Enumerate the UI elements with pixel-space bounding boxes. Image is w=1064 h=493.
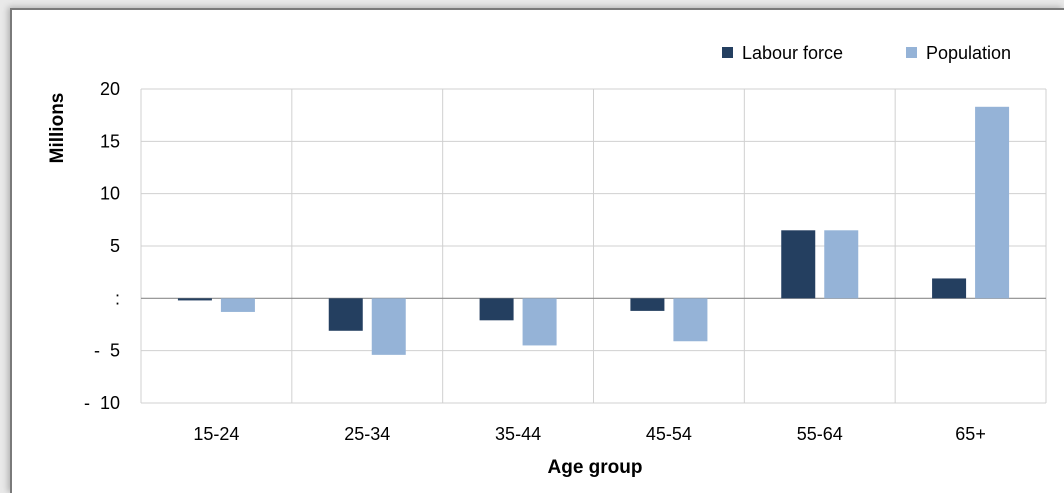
bar-labour-force: [781, 230, 816, 299]
bar-population: [220, 298, 255, 312]
bar-labour-force: [328, 298, 363, 331]
y-tick-label: - 10: [84, 393, 120, 413]
bars: [177, 106, 1010, 355]
bar-population: [673, 298, 708, 342]
y-tick-label: :: [115, 288, 120, 308]
bar-labour-force: [177, 298, 212, 301]
bar-population: [371, 298, 406, 355]
legend-swatch-labour-force: [722, 47, 733, 58]
legend: Labour force Population: [722, 43, 1011, 63]
y-tick-label: - 5: [94, 341, 120, 361]
x-tick-label: 15-24: [193, 424, 239, 444]
x-tick-label: 55-64: [797, 424, 843, 444]
x-tick-labels: 15-24 25-34 35-44 45-54 55-64 65+: [193, 424, 985, 444]
x-tick-label: 65+: [955, 424, 986, 444]
y-tick-label: 20: [100, 79, 120, 99]
bar-population: [975, 106, 1010, 299]
bar-population: [824, 230, 859, 299]
x-tick-label: 25-34: [344, 424, 390, 444]
grid: [140, 88, 1047, 404]
bar-labour-force: [630, 298, 665, 311]
x-tick-label: 45-54: [646, 424, 692, 444]
x-tick-label: 35-44: [495, 424, 541, 444]
y-tick-label: 15: [100, 131, 120, 151]
bar-labour-force: [479, 298, 514, 321]
y-tick-labels: 20 15 10 5: - 5 - 10: [84, 79, 120, 413]
legend-label-labour-force: Labour force: [742, 43, 843, 63]
legend-swatch-population: [906, 47, 917, 58]
y-tick-label: 10: [100, 184, 120, 204]
bar-labour-force: [932, 278, 967, 299]
legend-label-population: Population: [926, 43, 1011, 63]
y-tick-label: 5: [110, 236, 120, 256]
y-axis-label: Millions: [47, 93, 68, 164]
x-axis-label: Age group: [548, 457, 643, 478]
bar-population: [522, 298, 557, 346]
